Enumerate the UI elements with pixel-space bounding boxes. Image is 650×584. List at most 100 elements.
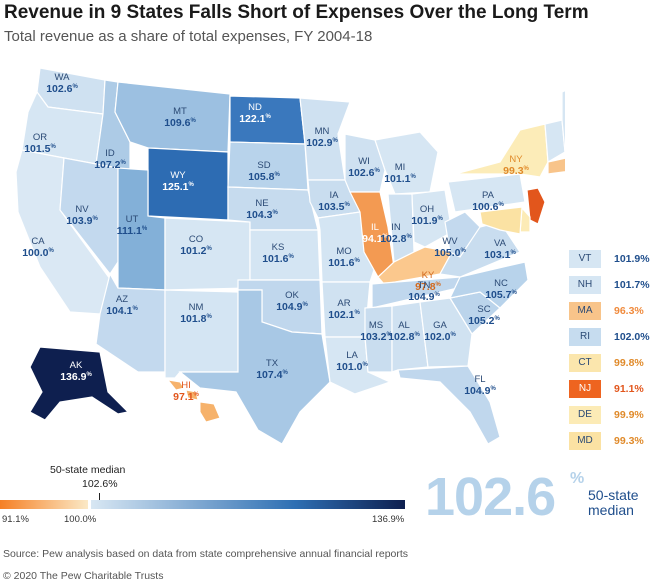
state-value-ne: 104.3% [246, 209, 278, 221]
color-scale-deficit [0, 500, 88, 509]
state-value-la: 101.0% [336, 361, 368, 373]
legend-value-nh: 101.7% [614, 279, 650, 291]
state-abbr-ny: NY [509, 154, 523, 165]
state-value-ut: 111.1% [117, 225, 148, 237]
big-median-value: 102.6 [425, 467, 556, 527]
scale-median-tick [99, 493, 100, 502]
legend-value-ma: 96.3% [614, 305, 644, 317]
state-value-ia: 103.5% [318, 201, 350, 213]
source-note: Source: Pew analysis based on data from … [3, 548, 409, 560]
state-nj [526, 187, 546, 225]
legend-row-de: DE 99.9% [569, 406, 650, 424]
state-value-ca: 100.0% [22, 247, 54, 259]
state-value-wy: 125.1% [162, 181, 194, 193]
state-value-wv: 105.0% [434, 247, 466, 259]
chart-title: Revenue in 9 States Falls Short of Expen… [4, 2, 589, 23]
state-abbr-wy: WY [170, 170, 186, 181]
state-value-co: 101.2% [180, 245, 212, 257]
state-value-ny: 99.3% [503, 165, 529, 177]
legend-value-vt: 101.9% [614, 253, 650, 265]
state-ma [547, 157, 565, 175]
state-value-tx: 107.4% [256, 369, 288, 381]
legend-swatch-ma: MA [569, 302, 601, 320]
state-nv [59, 157, 119, 276]
state-wv [444, 211, 481, 258]
color-scale-surplus [91, 500, 405, 509]
state-abbr-fl: FL [474, 374, 485, 385]
legend-row-nj: NJ 91.1% [569, 380, 650, 398]
state-abbr-mt: MT [173, 106, 187, 117]
state-value-fl: 104.9% [464, 385, 496, 397]
scale-mid-label: 100.0% [64, 514, 97, 525]
scale-min-label: 91.1% [2, 514, 29, 525]
state-abbr-az: AZ [116, 294, 128, 305]
legend-swatch-nh: NH [569, 276, 601, 294]
state-value-wa: 102.6% [46, 83, 78, 95]
legend-row-nh: NH 101.7% [569, 276, 650, 294]
state-al [391, 301, 429, 373]
legend-row-ma: MA 96.3% [569, 302, 650, 320]
state-abbr-ia: IA [330, 190, 340, 201]
state-abbr-ok: OK [285, 290, 299, 301]
legend-swatch-nj: NJ [569, 380, 601, 398]
state-value-tn: 104.9% [408, 291, 440, 303]
state-value-ar: 102.1% [328, 309, 360, 321]
state-abbr-ky: KY [422, 270, 435, 281]
scale-median-label: 50-state median [50, 464, 126, 476]
state-co [164, 217, 251, 291]
legend-swatch-md: MD [569, 432, 601, 450]
state-value-ks: 101.6% [262, 253, 294, 265]
state-abbr-mo: MO [336, 246, 351, 257]
state-ms [364, 305, 393, 373]
state-value-ms: 103.2% [360, 331, 392, 343]
legend-row-ct: CT 99.8% [569, 354, 650, 372]
state-abbr-ms: MS [369, 320, 383, 331]
state-value-mi: 101.1% [384, 173, 416, 185]
state-value-il: 94.1% [362, 233, 388, 245]
state-value-ok: 104.9% [276, 301, 308, 313]
state-abbr-oh: OH [420, 204, 434, 215]
legend-row-ri: RI 102.0% [569, 328, 650, 346]
state-abbr-ne: NE [255, 198, 268, 209]
state-value-or: 101.5% [24, 143, 56, 155]
state-abbr-ca: CA [31, 236, 45, 247]
state-abbr-nc: NC [494, 278, 508, 289]
state-value-mo: 101.6% [328, 257, 360, 269]
state-value-mt: 109.6% [164, 117, 196, 129]
state-az [95, 272, 166, 373]
legend-swatch-ct: CT [569, 354, 601, 372]
state-value-va: 103.1% [484, 249, 516, 261]
legend-value-ct: 99.8% [614, 357, 644, 369]
state-value-nm: 101.8% [180, 313, 212, 325]
state-value-pa: 100.6% [472, 201, 504, 213]
state-abbr-nd: ND [248, 102, 262, 113]
color-scale-bar [0, 500, 405, 509]
big-median-caption-line-1: 50-state [588, 487, 639, 503]
state-ny [454, 123, 549, 178]
state-value-ak: 136.9% [60, 371, 92, 383]
state-value-hi: 97.1% [173, 391, 199, 403]
state-abbr-wa: WA [55, 72, 71, 83]
chart-subtitle: Total revenue as a share of total expens… [4, 28, 373, 45]
state-abbr-id: ID [105, 148, 115, 159]
state-value-mn: 102.9% [306, 137, 338, 149]
state-abbr-tx: TX [266, 358, 279, 369]
state-value-ga: 102.0% [424, 331, 456, 343]
legend-row-md: MD 99.3% [569, 432, 650, 450]
state-abbr-ut: UT [126, 214, 139, 225]
state-abbr-nm: NM [189, 302, 204, 313]
state-abbr-or: OR [33, 132, 47, 143]
scale-max-label: 136.9% [372, 514, 405, 525]
state-value-al: 102.8% [388, 331, 420, 343]
us-map: WA102.6%OR101.5%CA100.0%ID107.2%NV103.9%… [15, 67, 565, 445]
state-abbr-il: IL [371, 222, 379, 233]
state-value-wi: 102.6% [348, 167, 380, 179]
state-abbr-pa: PA [482, 190, 495, 201]
state-value-ky: 97.8% [415, 281, 441, 293]
state-value-oh: 101.9% [411, 215, 443, 227]
big-median-pct: % [570, 470, 585, 487]
state-abbr-co: CO [189, 234, 203, 245]
legend-swatch-vt: VT [569, 250, 601, 268]
big-median-caption: 50-state median [588, 488, 650, 518]
state-abbr-wv: WV [442, 236, 458, 247]
